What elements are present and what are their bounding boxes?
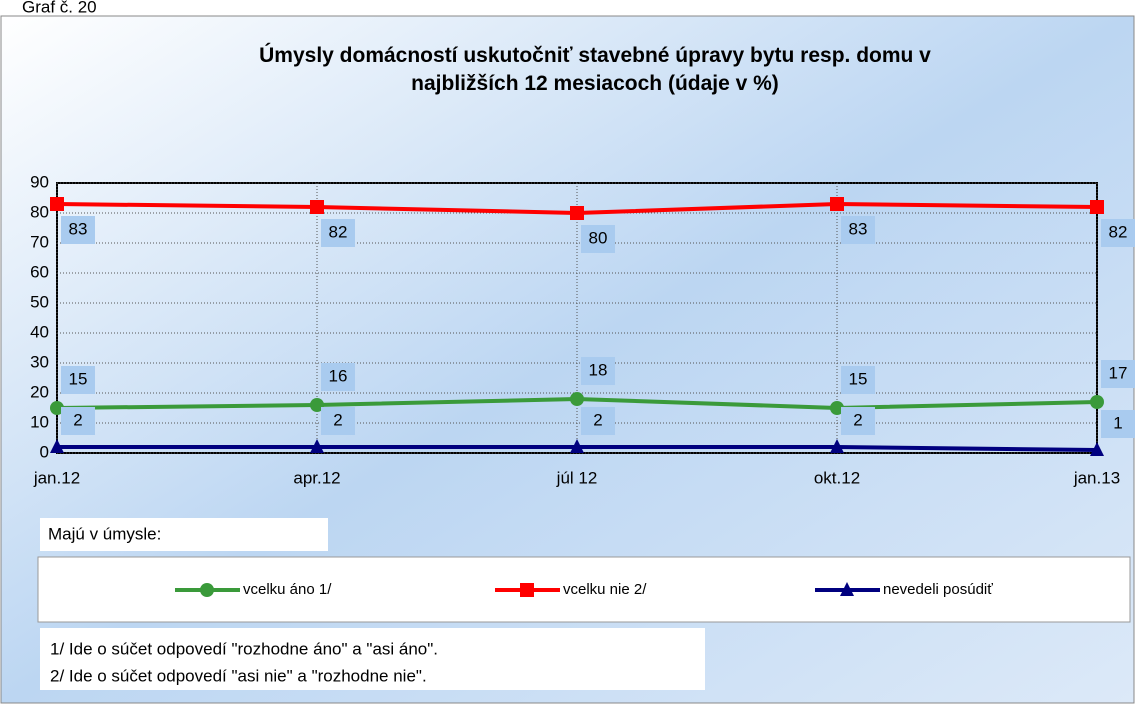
data-label: 16 — [329, 366, 348, 385]
data-label: 1 — [1113, 413, 1122, 432]
x-tick-label: apr.12 — [293, 468, 340, 487]
data-label: 17 — [1109, 363, 1128, 382]
data-label-box — [841, 366, 875, 394]
x-tick-label: júl 12 — [556, 468, 598, 487]
data-label-box — [841, 407, 875, 435]
data-label: 15 — [849, 369, 868, 388]
data-label-box — [1101, 219, 1135, 247]
marker — [570, 439, 584, 453]
data-label: 80 — [589, 228, 608, 247]
data-label: 2 — [73, 410, 82, 429]
data-label-box — [581, 407, 615, 435]
data-label-box — [321, 407, 355, 435]
x-tick-label: jan.12 — [33, 468, 80, 487]
data-label-box — [581, 357, 615, 385]
marker — [50, 439, 64, 453]
marker — [310, 200, 324, 214]
note: 2/ Ide o súčet odpovedí "asi nie" a "roz… — [50, 666, 427, 685]
legend-label: vcelku áno 1/ — [243, 581, 332, 598]
data-label: 15 — [69, 369, 88, 388]
marker — [1090, 200, 1104, 214]
y-tick-label: 80 — [30, 202, 49, 221]
marker — [830, 197, 844, 211]
data-label: 82 — [1109, 222, 1128, 241]
y-tick-label: 90 — [30, 172, 49, 191]
y-tick-label: 50 — [30, 292, 49, 311]
legend-label: vcelku nie 2/ — [563, 581, 647, 598]
data-label-box — [1101, 360, 1135, 388]
data-label-box — [581, 225, 615, 253]
data-label-box — [841, 216, 875, 244]
y-tick-label: 20 — [30, 382, 49, 401]
marker — [200, 583, 214, 597]
y-tick-label: 30 — [30, 352, 49, 371]
marker — [830, 401, 844, 415]
marker — [50, 401, 64, 415]
legend-title-box — [40, 518, 328, 551]
data-label-box — [1101, 410, 1135, 438]
legend-label: nevedeli posúdiť — [883, 581, 993, 598]
data-label: 82 — [329, 222, 348, 241]
marker — [1090, 395, 1104, 409]
data-label: 2 — [333, 410, 342, 429]
marker — [310, 439, 324, 453]
x-tick-label: okt.12 — [814, 468, 860, 487]
y-tick-label: 60 — [30, 262, 49, 281]
data-label-box — [61, 407, 95, 435]
data-label: 2 — [593, 410, 602, 429]
marker — [570, 206, 584, 220]
legend-title: Majú v úmysle: — [48, 524, 161, 543]
y-tick-label: 10 — [30, 412, 49, 431]
note: 1/ Ide o súčet odpovedí "rozhodne áno" a… — [50, 639, 438, 658]
chart-label: Graf č. 20 — [22, 0, 97, 16]
chart-title: Úmysly domácností uskutočniť stavebné úp… — [259, 43, 931, 95]
y-tick-label: 40 — [30, 322, 49, 341]
data-label-box — [61, 366, 95, 394]
marker — [520, 583, 534, 597]
data-label: 83 — [69, 219, 88, 238]
y-tick-label: 0 — [40, 442, 49, 461]
x-tick-label: jan.13 — [1073, 468, 1120, 487]
marker — [570, 392, 584, 406]
y-tick-label: 70 — [30, 232, 49, 251]
data-label-box — [61, 216, 95, 244]
marker — [840, 582, 854, 596]
marker — [1090, 442, 1104, 456]
notes-box — [40, 628, 705, 690]
marker — [830, 439, 844, 453]
data-label-box — [321, 363, 355, 391]
data-label: 2 — [853, 410, 862, 429]
marker — [310, 398, 324, 412]
data-label: 18 — [589, 360, 608, 379]
marker — [50, 197, 64, 211]
data-label-box — [321, 219, 355, 247]
data-label: 83 — [849, 219, 868, 238]
